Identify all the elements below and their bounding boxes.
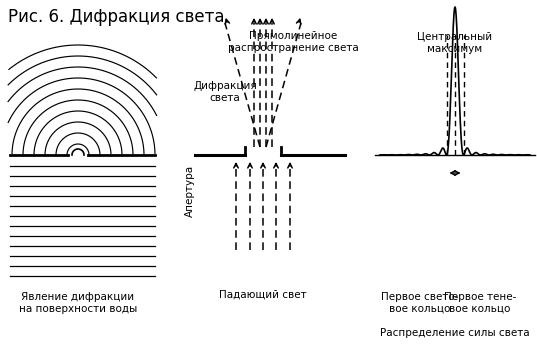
Text: Дифракция
света: Дифракция света: [193, 81, 257, 103]
Text: Первое свето-
вое кольцо: Первое свето- вое кольцо: [381, 292, 459, 314]
Text: Рис. 6. Дифракция света: Рис. 6. Дифракция света: [8, 8, 224, 26]
Text: Падающий свет: Падающий свет: [219, 290, 307, 300]
Text: Прямолинейное
распространение света: Прямолинейное распространение света: [228, 31, 358, 53]
Text: Центральный
максимум: Центральный максимум: [417, 32, 492, 54]
Text: Первое тене-
вое кольцо: Первое тене- вое кольцо: [444, 292, 516, 314]
Text: Апертура: Апертура: [185, 165, 195, 217]
Text: Распределение силы света: Распределение силы света: [380, 328, 530, 338]
Text: Явление дифракции
на поверхности воды: Явление дифракции на поверхности воды: [19, 292, 137, 314]
